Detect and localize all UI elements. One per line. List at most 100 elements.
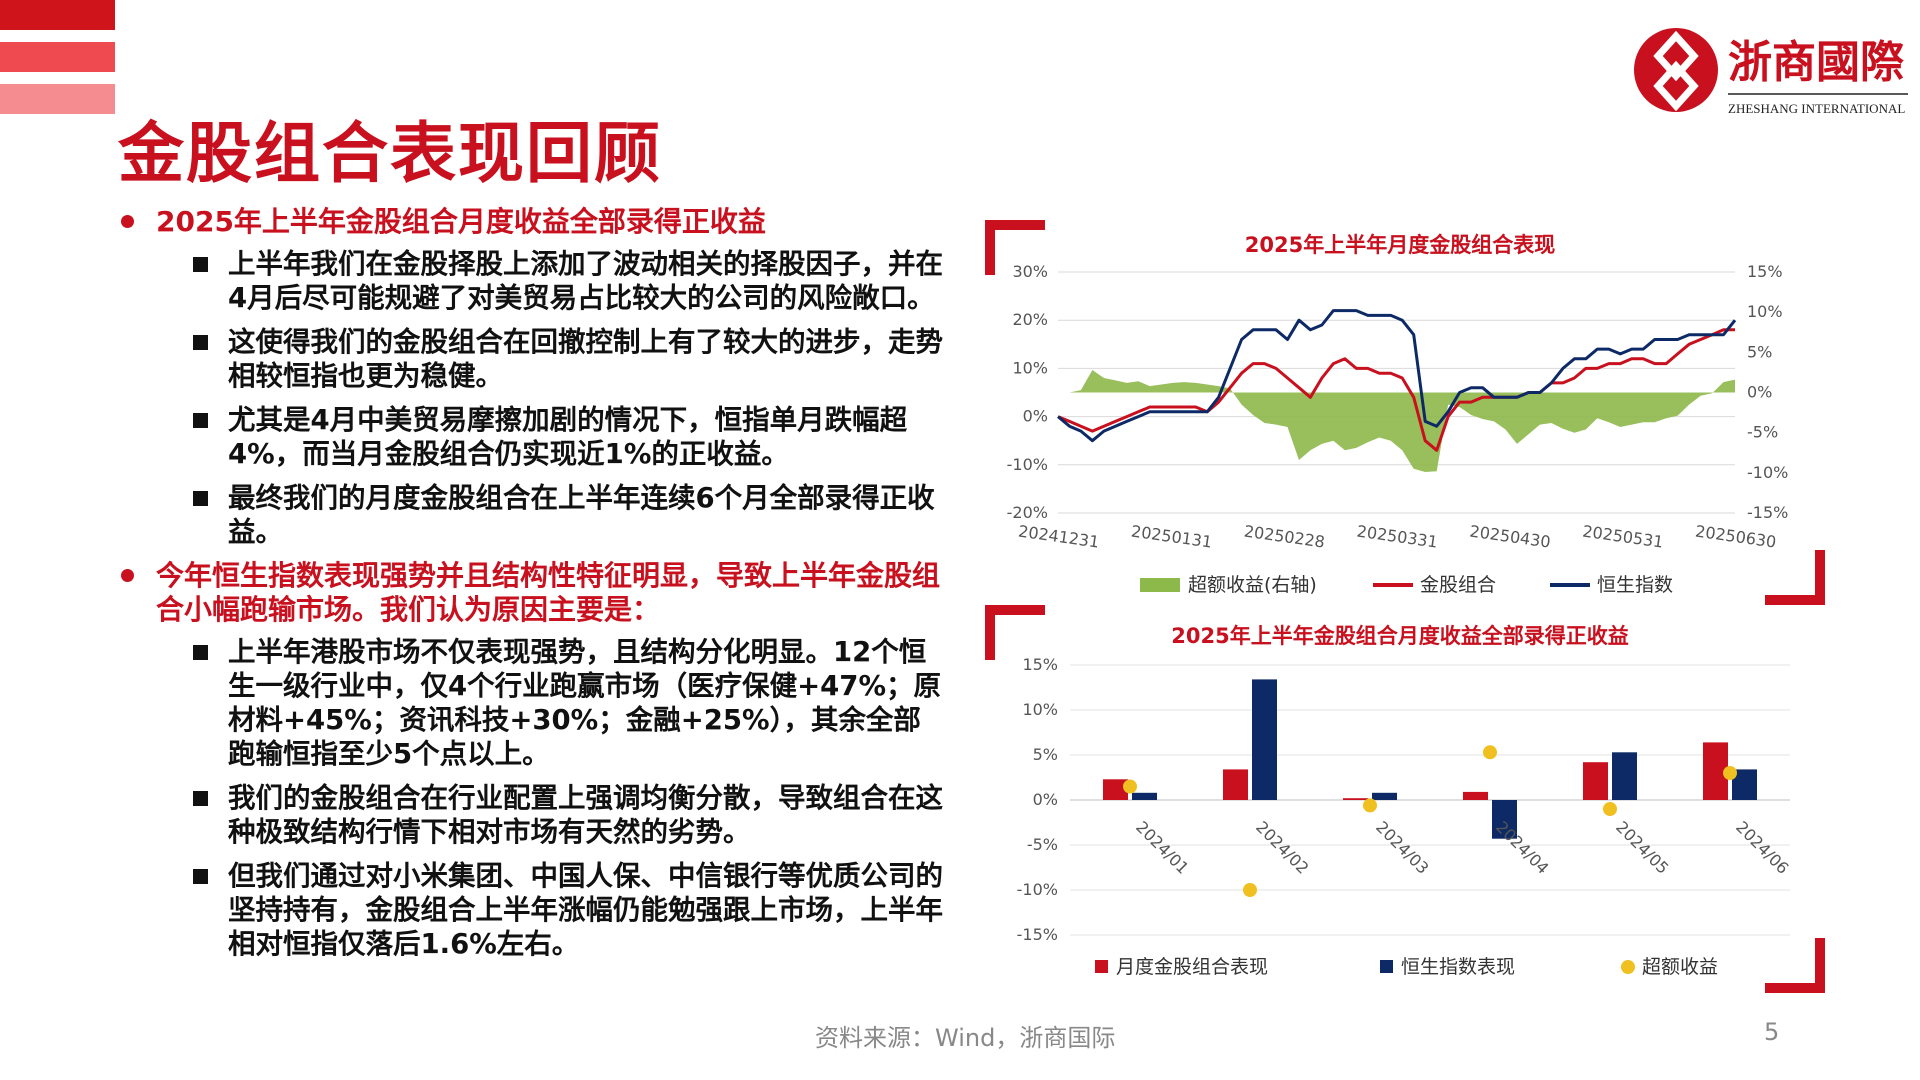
bullet-square-icon [193, 257, 208, 272]
y-right-tick-label: 10% [1747, 302, 1783, 321]
x-tick-label: 20250131 [1130, 521, 1213, 551]
list-item: 尤其是4月中美贸易摩擦加剧的情况下，恒指单月跌幅超4%，而当月金股组合仍实现近1… [193, 403, 948, 471]
x-tick-label: 2024/04 [1492, 817, 1552, 877]
y-left-tick-label: 0% [1023, 407, 1048, 426]
bar-hsi [1372, 792, 1397, 800]
y-right-tick-label: 0% [1747, 383, 1772, 402]
legend-label: 恒生指数表现 [1401, 956, 1515, 978]
bar-portfolio [1463, 791, 1488, 800]
bullet-text: 但我们通过对小米集团、中国人保、中信银行等优质公司的坚持持有，金股组合上半年涨幅… [228, 860, 943, 960]
chart1-title: 2025年上半年月度金股组合表现 [1245, 233, 1555, 257]
bar-hsi [1492, 800, 1517, 839]
logo-en-text: ZHESHANG INTERNATIONAL [1728, 101, 1905, 116]
legend-swatch-bar [1380, 960, 1393, 973]
chart2-bracket-br-v [1815, 938, 1825, 993]
bar-chart-monthly: 2025年上半年金股组合月度收益全部录得正收益 -15% -10% -5% 0% 5% 1… [1017, 624, 1793, 978]
bullet-square-icon [193, 645, 208, 660]
bullet-text: 上半年港股市场不仅表现强势，且结构分化明显。12个恒生一级行业中，仅4个行业跑赢… [228, 636, 941, 770]
bullet-text: 最终我们的月度金股组合在上半年连续6个月全部录得正收益。 [228, 482, 935, 548]
list-item: 我们的金股组合在行业配置上强调均衡分散，导致组合在这种极致结构行情下相对市场有天… [193, 781, 948, 849]
bar-portfolio [1103, 779, 1128, 800]
bar-hsi [1132, 792, 1157, 800]
y-right-tick-label: -10% [1747, 463, 1788, 482]
y-right-tick-label: 5% [1747, 342, 1772, 361]
y-tick-label: 15% [1022, 655, 1058, 674]
bullet-text: 这使得我们的金股组合在回撤控制上有了较大的进步，走势相较恒指也更为稳健。 [228, 326, 943, 392]
chart2-bracket-br [1765, 983, 1825, 993]
point-excess [1723, 766, 1737, 780]
source-note: 资料来源：Wind，浙商国际 [815, 1024, 1116, 1052]
bullet-text: 上半年我们在金股择股上添加了波动相关的择股因子，并在4月后尽可能规避了对美贸易占… [228, 248, 943, 314]
header-stripe-2 [0, 42, 115, 72]
point-excess [1483, 745, 1497, 760]
x-tick-label: 2024/05 [1612, 817, 1672, 877]
y-right-tick-label: 15% [1747, 262, 1783, 281]
page-title: 金股组合表现回顾 [118, 115, 662, 192]
legend-swatch-bar [1095, 960, 1108, 973]
bullet-dot-icon [121, 215, 134, 228]
bar-hsi [1612, 752, 1637, 800]
legend-label: 超额收益 [1642, 956, 1718, 978]
x-tick-label: 20250430 [1468, 521, 1551, 551]
bullet-square-icon [193, 335, 208, 350]
legend-swatch-area [1140, 578, 1180, 592]
section2-heading: 今年恒生指数表现强势并且结构性特征明显，导致上半年金股组合小幅跑输市场。我们认为… [118, 559, 948, 627]
series-line-hsi [1057, 309, 1737, 443]
y-left-tick-label: -10% [1007, 455, 1048, 474]
bullet-square-icon [193, 791, 208, 806]
bullet-square-icon [193, 491, 208, 506]
header-stripe-1 [0, 0, 115, 30]
chart2-title: 2025年上半年金股组合月度收益全部录得正收益 [1171, 624, 1628, 648]
y-left-tick-label: 30% [1012, 262, 1048, 281]
bar-portfolio [1223, 769, 1248, 800]
header-stripe-3 [0, 84, 115, 114]
page-number: 5 [1764, 1018, 1780, 1046]
x-tick-label: 20250331 [1356, 521, 1439, 551]
bullet-square-icon [193, 869, 208, 884]
bullet-text: 尤其是4月中美贸易摩擦加剧的情况下，恒指单月跌幅超4%，而当月金股组合仍实现近1… [228, 404, 908, 470]
x-tick-label: 20250228 [1243, 521, 1326, 551]
company-logo: 浙商國際 ZHESHANG INTERNATIONAL [1628, 22, 1910, 122]
y-tick-label: 0% [1033, 790, 1058, 809]
point-excess [1603, 802, 1617, 816]
y-tick-label: 10% [1022, 700, 1058, 719]
legend-label: 超额收益(右轴) [1188, 574, 1317, 596]
legend-label: 月度金股组合表现 [1116, 956, 1268, 978]
point-excess [1123, 779, 1137, 794]
chart1-bracket-br-v [1815, 550, 1825, 605]
y-left-tick-label: 10% [1012, 358, 1048, 377]
content-column: 2025年上半年金股组合月度收益全部录得正收益 上半年我们在金股择股上添加了波动… [118, 205, 948, 971]
chart1-bracket-tl-v [985, 220, 995, 275]
y-right-tick-label: -15% [1747, 503, 1788, 522]
y-left-tick-label: -20% [1007, 503, 1048, 522]
chart2-bracket-tl-v [985, 605, 995, 660]
y-tick-label: -5% [1027, 835, 1058, 854]
bullet-text: 我们的金股组合在行业配置上强调均衡分散，导致组合在这种极致结构行情下相对市场有天… [228, 782, 943, 848]
list-item: 上半年港股市场不仅表现强势，且结构分化明显。12个恒生一级行业中，仅4个行业跑赢… [193, 635, 948, 771]
chart1-bracket-br [1765, 595, 1825, 605]
x-tick-label: 2024/03 [1372, 817, 1432, 877]
legend-label: 金股组合 [1420, 574, 1496, 596]
logo-cn-text: 浙商國際 [1728, 37, 1904, 88]
x-tick-label: 2024/06 [1732, 817, 1792, 877]
bullet-square-icon [193, 413, 208, 428]
section2-heading-text: 今年恒生指数表现强势并且结构性特征明显，导致上半年金股组合小幅跑输市场。我们认为… [156, 559, 941, 626]
bar-hsi [1252, 679, 1277, 800]
series-area-excess [1058, 370, 1735, 472]
legend-swatch-point [1621, 960, 1635, 974]
list-item: 上半年我们在金股择股上添加了波动相关的择股因子，并在4月后尽可能规避了对美贸易占… [193, 247, 948, 315]
bar-portfolio [1343, 798, 1368, 800]
chart1-bracket-tl [985, 220, 1045, 230]
list-item: 这使得我们的金股组合在回撤控制上有了较大的进步，走势相较恒指也更为稳健。 [193, 325, 948, 393]
legend-label: 恒生指数 [1597, 574, 1673, 596]
section1-heading-text: 2025年上半年金股组合月度收益全部录得正收益 [156, 205, 766, 238]
point-excess [1243, 883, 1257, 897]
x-tick-label: 2024/01 [1132, 817, 1192, 877]
section1-heading: 2025年上半年金股组合月度收益全部录得正收益 [118, 205, 948, 239]
point-excess [1363, 798, 1377, 813]
x-tick-label: 20241231 [1017, 521, 1100, 551]
x-tick-label: 20250531 [1581, 521, 1664, 551]
line-chart-portfolio: 2025年上半年月度金股组合表现 -20% -10% 0% 10% 20% 30% -15… [1007, 233, 1789, 596]
y-tick-label: 5% [1033, 745, 1058, 764]
x-tick-label: 2024/02 [1252, 817, 1312, 877]
